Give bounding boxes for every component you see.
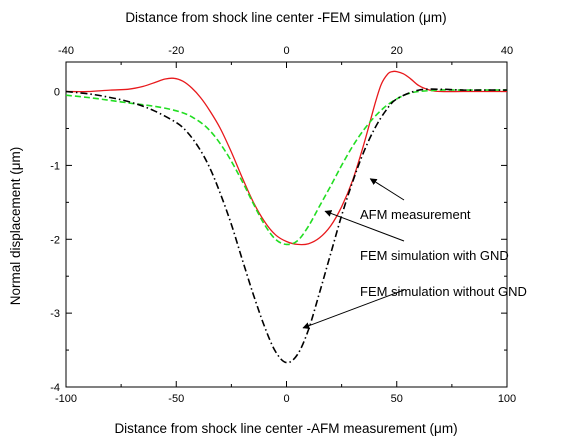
bottom-axis-title: Distance from shock line center -AFM mea…	[114, 421, 457, 436]
y-tick-label: 0	[54, 87, 60, 99]
annotation-afm-arrow	[369, 178, 405, 201]
y-axis-title: Normal displacement (μm)	[8, 147, 23, 306]
top-tick-label: -20	[168, 45, 184, 57]
plot-frame	[65, 61, 508, 388]
axes: -100 -50 0 50 100 -40 -20 0 20 40 0 -1 -2 -3 -4	[50, 45, 516, 405]
y-tick-label: -3	[50, 308, 60, 320]
y-tick-label: -1	[50, 160, 60, 172]
annotation-fem-without-gnd-arrow	[302, 289, 405, 329]
bottom-tick-label: 100	[498, 393, 516, 405]
annotation-fem-with-gnd-arrow	[324, 210, 405, 242]
fem-without-gnd-line	[65, 88, 507, 364]
top-tick-label: 20	[391, 45, 403, 57]
bottom-tick-label: -50	[168, 393, 184, 405]
top-tick-label: 40	[501, 45, 513, 57]
annotation-fem-without-gnd-label: FEM simulation without GND	[360, 284, 527, 299]
top-tick-label: -40	[58, 45, 74, 57]
bottom-tick-label: 0	[283, 393, 289, 405]
top-tick-label: 0	[283, 45, 289, 57]
annotations: AFM measurement FEM simulation with GND FE…	[302, 178, 527, 329]
series-lines	[65, 70, 507, 364]
annotation-afm-label: AFM measurement	[360, 207, 471, 222]
y-tick-label: -2	[50, 234, 60, 246]
y-tick-label: -4	[50, 382, 60, 394]
bottom-tick-label: -100	[55, 393, 77, 405]
afm-measurement-line	[65, 70, 507, 246]
annotation-fem-with-gnd-label: FEM simulation with GND	[360, 248, 509, 263]
bottom-tick-label: 50	[391, 393, 403, 405]
top-axis-title: Distance from shock line center -FEM sim…	[125, 10, 446, 25]
